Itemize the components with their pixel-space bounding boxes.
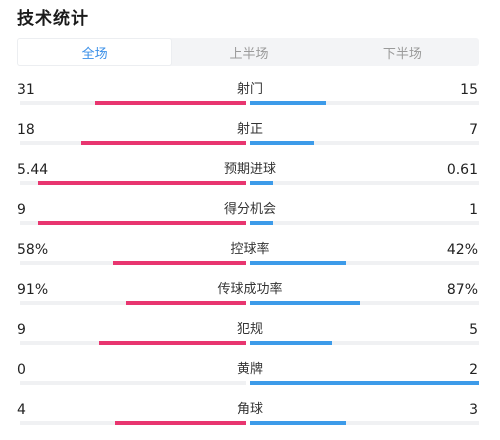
stat-row: 58% 控球率 42% — [0, 242, 500, 272]
home-bar-track — [20, 181, 246, 185]
home-value: 5.44 — [17, 162, 49, 178]
home-bar-track — [20, 261, 246, 265]
stat-label: 射正 — [236, 122, 263, 137]
home-bar — [126, 301, 246, 305]
home-bar — [99, 341, 246, 345]
away-value: 1 — [469, 202, 478, 218]
away-bar — [250, 381, 479, 385]
home-bar — [81, 141, 246, 145]
away-value: 0.61 — [446, 162, 478, 178]
away-value: 3 — [469, 402, 478, 418]
home-bar-track — [20, 381, 246, 385]
away-bar — [250, 341, 333, 345]
home-bar-track — [20, 141, 246, 145]
away-bar — [250, 141, 315, 145]
stat-row: 0 黄牌 2 — [0, 362, 500, 392]
stat-label: 控球率 — [230, 242, 270, 257]
period-tabs: 全场 上半场 下半场 — [17, 38, 479, 66]
home-bar-track — [20, 221, 246, 225]
home-bar-track — [20, 421, 246, 425]
stat-label: 传球成功率 — [217, 282, 283, 297]
home-bar — [114, 421, 246, 425]
stat-label: 预期进球 — [223, 162, 276, 177]
stat-row: 91% 传球成功率 87% — [0, 282, 500, 312]
stat-row: 9 犯规 5 — [0, 322, 500, 352]
away-bar-track — [250, 101, 479, 105]
away-bar — [250, 421, 347, 425]
home-bar — [112, 261, 246, 265]
home-bar-track — [20, 101, 246, 105]
home-value: 58% — [17, 242, 49, 258]
away-value: 5 — [469, 322, 478, 338]
home-bar — [38, 181, 246, 185]
home-value: 18 — [17, 122, 35, 138]
away-bar — [250, 301, 360, 305]
home-value: 31 — [17, 82, 35, 98]
stat-row: 4 角球 3 — [0, 402, 500, 432]
tab-first-half[interactable]: 上半场 — [229, 46, 269, 62]
away-bar-track — [250, 341, 479, 345]
away-value: 7 — [469, 122, 478, 138]
home-bar-track — [20, 341, 246, 345]
tab-full-match[interactable]: 全场 — [17, 38, 173, 66]
away-bar-track — [250, 181, 479, 185]
away-bar-track — [250, 261, 479, 265]
away-value: 2 — [469, 362, 478, 378]
home-bar — [94, 101, 246, 105]
away-bar-track — [250, 221, 479, 225]
away-bar — [250, 221, 273, 225]
stat-row: 18 射正 7 — [0, 122, 500, 152]
home-bar — [38, 221, 246, 225]
stat-label: 射门 — [236, 82, 263, 97]
home-value: 9 — [17, 322, 26, 338]
stat-label: 得分机会 — [223, 202, 276, 217]
away-bar — [250, 181, 273, 185]
home-bar-track — [20, 301, 246, 305]
away-bar-track — [250, 141, 479, 145]
away-bar — [250, 101, 326, 105]
stat-row: 31 射门 15 — [0, 82, 500, 112]
away-value: 15 — [460, 82, 478, 98]
stat-label: 犯规 — [236, 322, 263, 337]
home-value: 9 — [17, 202, 26, 218]
stat-row: 5.44 预期进球 0.61 — [0, 162, 500, 192]
tab-second-half[interactable]: 下半场 — [382, 46, 422, 62]
stat-label: 角球 — [236, 402, 263, 417]
page-title: 技术统计 — [17, 9, 89, 29]
home-value: 91% — [17, 282, 49, 298]
home-value: 0 — [17, 362, 26, 378]
away-value: 42% — [446, 242, 478, 258]
away-bar — [250, 261, 347, 265]
home-value: 4 — [17, 402, 26, 418]
away-value: 87% — [446, 282, 478, 298]
away-bar-track — [250, 421, 479, 425]
away-bar-track — [250, 381, 479, 385]
stat-row: 9 得分机会 1 — [0, 202, 500, 232]
away-bar-track — [250, 301, 479, 305]
stat-label: 黄牌 — [236, 362, 263, 377]
